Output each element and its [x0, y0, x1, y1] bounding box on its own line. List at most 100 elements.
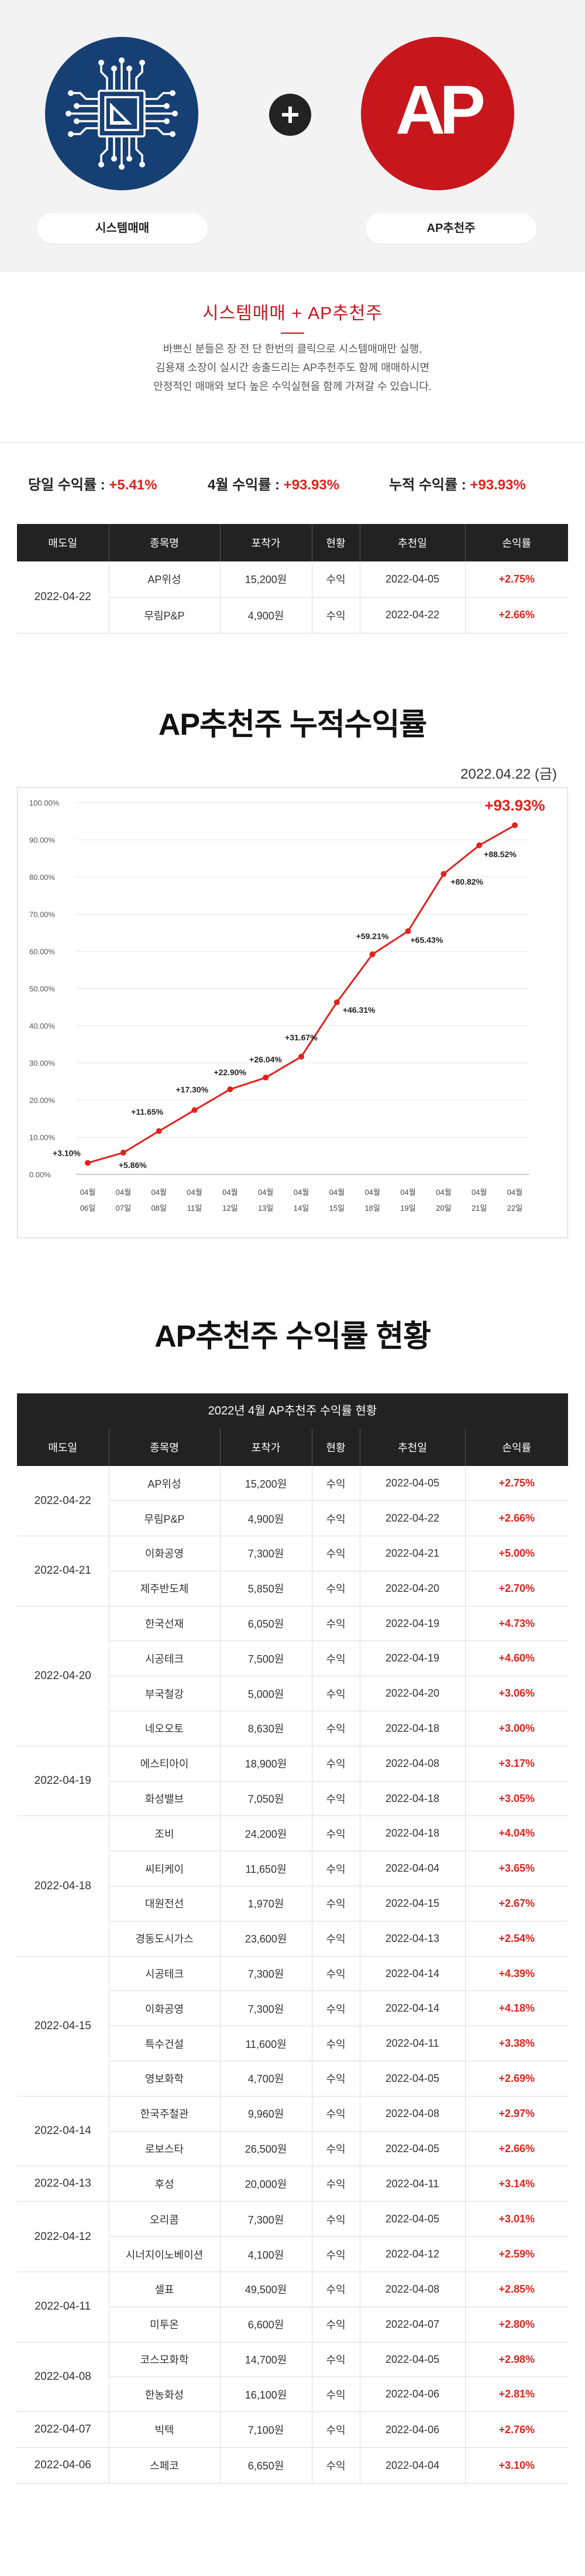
table-row: 2022-04-15 시공테크 7,300원 수익 2022-04-14 +4.39% — [17, 1956, 568, 2097]
table-row: 2022-04-11 셀표 49,500원 수익 2022-04-08 +2.85% — [17, 2272, 568, 2342]
x-tick-label: 20일 — [436, 1204, 451, 1212]
capture-price-cell: 7,300원 — [220, 1956, 312, 1992]
stock-name-cell: 영보화학 — [109, 2061, 221, 2097]
y-tick-label: 30.00% — [29, 1059, 56, 1068]
capture-price-cell: 6,050원 — [220, 1606, 312, 1642]
today-sell-table: 매도일 종목명 포착가 현황 추천일 손익률 2022-04-22 AP위성 15,200원 수… — [17, 524, 568, 633]
status-cell: 수익 — [312, 1711, 360, 1746]
return-rate-cell: +3.00% — [465, 1711, 568, 1746]
intro-line-2: 김용재 소장이 실시간 송출드리는 AP추천주도 함께 매매하시면 — [155, 362, 429, 374]
stock-name-cell: 스페코 — [109, 2447, 221, 2484]
return-rate-cell: +2.85% — [465, 2272, 568, 2307]
capture-price-cell: 18,900원 — [220, 1746, 312, 1782]
status-cell: 수익 — [312, 2411, 360, 2448]
recommend-date-cell: 2022-04-04 — [360, 1851, 466, 1887]
status-cell: 수익 — [312, 1536, 360, 1571]
return-rate-cell: +3.14% — [465, 2166, 568, 2202]
x-tick-label: 04월 — [116, 1188, 131, 1197]
data-label: +17.30% — [176, 1085, 209, 1094]
x-tick-label: 04월 — [364, 1188, 380, 1197]
status-cell: 수익 — [312, 1466, 360, 1502]
capture-price-cell: 24,200원 — [220, 1815, 312, 1852]
y-tick-label: 20.00% — [29, 1096, 56, 1105]
recommend-date-cell: 2022-04-20 — [360, 1676, 466, 1712]
table-row: 대원전선 1,970원 수익 2022-04-15 +2.67% — [17, 1886, 568, 1921]
stock-name-cell: 화성밸브 — [109, 1781, 221, 1817]
return-rate-cell: +2.76% — [465, 2411, 568, 2448]
return-rate-cell: +4.60% — [465, 1640, 568, 1677]
stock-name-cell: 셀표 — [109, 2272, 221, 2307]
capture-price-cell: 20,000원 — [220, 2166, 312, 2202]
status-cell: 수익 — [312, 2342, 360, 2378]
monthly-return-label: 4월 수익률 : — [208, 477, 284, 493]
x-tick-label: 04월 — [151, 1188, 166, 1197]
recommend-date-cell: 2022-04-05 — [360, 561, 466, 598]
data-label: +22.90% — [214, 1068, 246, 1077]
return-rate-cell: +2.54% — [465, 1921, 568, 1957]
return-rate-cell: +2.59% — [465, 2236, 568, 2273]
return-rate-cell: +4.18% — [465, 1991, 568, 2027]
recommend-date-cell: 2022-04-08 — [360, 1746, 466, 1782]
x-tick-label: 18일 — [364, 1204, 380, 1212]
status-cell: 수익 — [312, 597, 360, 633]
return-rate-cell: +2.69% — [465, 2061, 568, 2097]
status-cell: 수익 — [312, 2096, 360, 2132]
recommend-date-cell: 2022-04-11 — [360, 2026, 466, 2062]
stock-name-cell: 시공테크 — [109, 1640, 221, 1677]
y-tick-label: 50.00% — [29, 985, 56, 994]
table-row: 화성밸브 7,050원 수익 2022-04-18 +3.05% — [17, 1781, 568, 1817]
stock-name-cell: 시공테크 — [109, 1956, 221, 1992]
table-row: 미투온 6,600원 수익 2022-04-07 +2.80% — [17, 2307, 568, 2342]
data-point — [263, 1074, 269, 1081]
cumulative-return-chart: 0.00% 10.00% 20.00% 30.00% 40.00% 50.00% 60.00… — [17, 787, 568, 1238]
x-tick-label: 12일 — [222, 1204, 238, 1212]
recommend-date-cell: 2022-04-18 — [360, 1711, 466, 1746]
data-point — [512, 822, 518, 828]
table-row: 2022-04-18 조비 24,200원 수익 2022-04-18 +4.04% — [17, 1815, 568, 1957]
capture-price-cell: 4,900원 — [220, 1501, 312, 1537]
x-tick-label: 04월 — [329, 1188, 345, 1197]
ap-logo: AP — [361, 37, 514, 190]
stock-name-cell: 한국선재 — [109, 1606, 221, 1642]
return-rate-cell: +2.66% — [465, 1501, 568, 1537]
recommend-date-cell: 2022-04-18 — [360, 1815, 466, 1852]
circuit-chip-icon — [66, 57, 178, 170]
x-tick-label: 04월 — [294, 1188, 309, 1197]
recommend-date-cell: 2022-04-05 — [360, 2131, 466, 2167]
capture-price-cell: 1,970원 — [220, 1886, 312, 1921]
return-rate-cell: +3.01% — [465, 2201, 568, 2238]
recommend-date-cell: 2022-04-11 — [360, 2166, 466, 2202]
x-tick-label: 04월 — [187, 1188, 202, 1197]
column-header: 추천일 — [360, 524, 466, 561]
data-label: +65.43% — [411, 936, 443, 945]
data-label: +59.21% — [356, 931, 389, 941]
return-rate-cell: +2.66% — [465, 2131, 568, 2167]
status-cell: 수익 — [312, 2307, 360, 2342]
column-header: 손익률 — [465, 524, 568, 561]
table-row: 2022-04-08 코스모화학 14,700원 수익 2022-04-05 +2.98% — [17, 2342, 568, 2413]
y-tick-label: 70.00% — [29, 910, 56, 919]
stock-name-cell: AP위성 — [109, 561, 221, 598]
x-tick-label: 22일 — [507, 1204, 522, 1212]
intro-divider — [281, 333, 304, 334]
status-table: 매도일 종목명 포착가 현황 추천일 손익률 2022-04-22 AP위성 15,200원 수… — [17, 1429, 568, 2484]
recommend-date-cell: 2022-04-14 — [360, 1956, 466, 1992]
y-tick-label: 10.00% — [29, 1133, 56, 1142]
table-row: 무림P&P 4,900원 수익 2022-04-22 +2.66% — [17, 1501, 568, 1537]
status-cell: 수익 — [312, 1956, 360, 1992]
sell-date-cell: 2022-04-22 — [17, 1466, 109, 1537]
recommend-date-cell: 2022-04-22 — [360, 597, 466, 633]
table-row: 무림P&P 4,900원 수익 2022-04-22 +2.66% — [17, 597, 568, 633]
monthly-return: 4월 수익률 : +93.93% — [208, 473, 339, 494]
capture-price-cell: 26,500원 — [220, 2131, 312, 2167]
stock-name-cell: 코스모화학 — [109, 2342, 221, 2378]
capture-price-cell: 7,300원 — [220, 2201, 312, 2238]
capture-price-cell: 6,650원 — [220, 2447, 312, 2484]
recommend-date-cell: 2022-04-07 — [360, 2307, 466, 2342]
data-label: +80.82% — [450, 877, 483, 886]
recommend-date-cell: 2022-04-19 — [360, 1640, 466, 1677]
capture-price-cell: 5,000원 — [220, 1676, 312, 1712]
status-cell: 수익 — [312, 1851, 360, 1887]
stock-name-cell: 한농화성 — [109, 2376, 221, 2413]
sell-date-cell: 2022-04-06 — [17, 2447, 109, 2484]
